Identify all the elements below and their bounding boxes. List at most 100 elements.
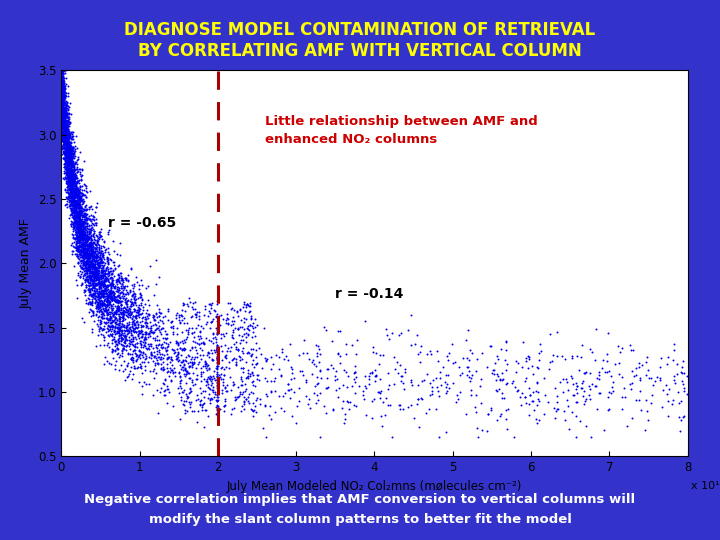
Point [77,259,89,267]
Point [72,233,84,242]
Point [58,84,69,93]
Point [58,112,69,120]
Point [148,348,160,356]
Point [126,308,138,316]
Point [66,147,77,156]
Point [114,302,125,311]
Point [60,134,72,143]
Point [97,287,109,295]
Point [58,144,69,152]
Point [58,125,70,134]
Point [107,286,119,295]
Point [220,353,232,362]
Point [520,354,531,362]
Point [71,239,82,248]
Point [66,182,77,191]
Point [76,225,88,234]
Point [94,257,106,266]
Point [89,253,101,261]
Point [81,234,92,242]
Point [151,347,163,355]
Point [74,253,86,262]
Point [81,252,92,261]
Point [94,301,106,309]
Point [609,360,621,368]
Point [63,174,75,183]
Point [67,167,78,176]
Point [56,66,68,75]
Point [368,395,379,403]
Point [91,264,102,272]
Point [92,266,104,274]
Point [508,433,520,441]
Point [435,374,446,383]
Point [114,298,126,306]
Point [59,139,71,147]
Point [490,386,502,394]
Point [99,301,111,310]
Point [67,179,78,187]
Point [472,433,484,441]
Point [138,348,149,356]
Point [65,178,76,187]
Point [548,404,559,413]
Point [66,172,78,181]
Point [64,183,76,191]
Point [71,219,83,227]
Point [236,402,248,410]
Point [605,372,616,381]
Point [111,294,122,303]
Point [94,258,105,267]
Point [63,177,74,185]
Point [639,426,651,434]
Point [421,370,433,379]
Point [177,388,189,396]
Point [165,322,176,331]
Point [132,303,144,312]
Point [63,179,75,187]
Point [101,275,112,284]
Point [56,68,68,76]
Point [247,380,258,389]
Point [56,104,68,113]
Point [76,219,87,227]
Point [86,257,98,266]
Point [370,371,382,380]
Point [61,153,73,162]
Point [195,339,207,347]
Point [112,275,124,284]
Point [66,178,78,186]
Point [130,355,142,364]
Point [58,126,69,134]
Point [62,144,73,152]
Point [99,296,110,305]
Point [63,157,75,165]
Point [211,396,222,405]
Point [523,399,534,408]
Point [517,389,528,397]
Point [79,231,91,239]
Point [70,192,81,200]
Point [567,352,578,360]
Point [71,192,83,201]
Point [89,274,100,282]
Point [101,265,112,273]
Point [60,135,71,144]
Point [153,339,164,348]
Point [73,194,84,203]
Point [65,179,76,188]
Point [99,270,110,279]
Point [144,326,156,335]
Point [78,228,89,237]
Point [162,353,174,361]
Point [90,285,102,294]
Point [148,315,160,324]
Point [69,210,81,219]
Point [86,211,97,219]
Point [79,222,91,231]
Point [59,139,71,147]
Point [68,262,80,271]
Point [79,271,91,279]
Point [57,113,68,122]
Point [130,314,141,322]
